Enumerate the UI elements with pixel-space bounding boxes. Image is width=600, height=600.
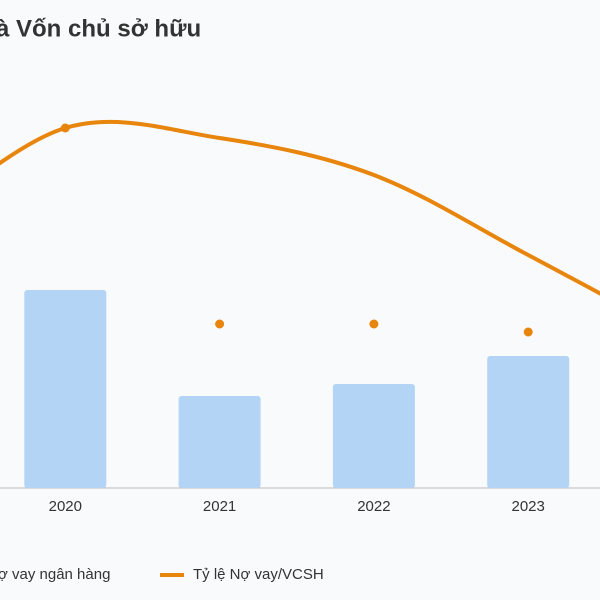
marker <box>523 327 533 337</box>
x-tick-label: 2020 <box>49 498 82 515</box>
x-tick-label: 2021 <box>203 498 236 515</box>
bar <box>178 396 261 488</box>
chart-title: à Vốn chủ sở hữu <box>0 15 201 42</box>
marker <box>369 319 379 329</box>
bar <box>24 290 107 488</box>
bar <box>332 384 415 488</box>
legend-label: Tỷ lệ Nợ vay/VCSH <box>193 566 324 583</box>
line <box>0 119 600 296</box>
x-tick-label: 2022 <box>357 498 390 515</box>
marker <box>215 319 225 329</box>
bar <box>487 356 570 488</box>
legend-label: ợ vay ngân hàng <box>0 566 110 583</box>
x-tick-label: 2023 <box>512 498 545 515</box>
marker <box>60 123 70 133</box>
